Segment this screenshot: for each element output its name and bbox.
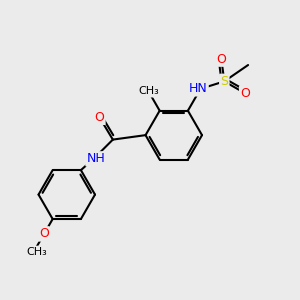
Text: O: O: [216, 52, 226, 66]
Text: HN: HN: [189, 82, 208, 95]
Text: O: O: [240, 87, 250, 100]
Text: CH₃: CH₃: [26, 247, 47, 257]
Text: S: S: [220, 75, 228, 88]
Text: CH₃: CH₃: [138, 86, 159, 96]
Text: O: O: [94, 111, 104, 124]
Text: O: O: [39, 227, 49, 240]
Text: NH: NH: [86, 152, 105, 165]
